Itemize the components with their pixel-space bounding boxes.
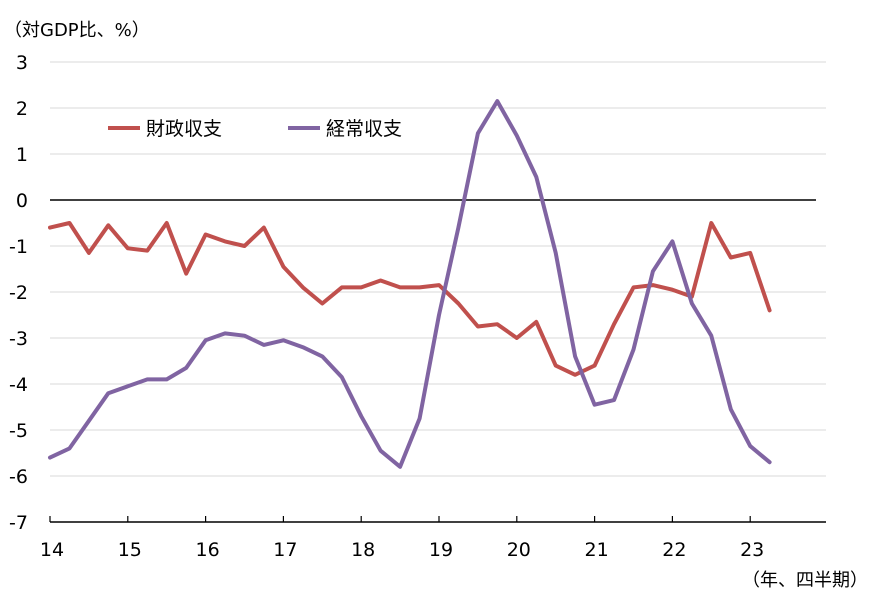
x-tick-label: 16 xyxy=(196,539,220,561)
y-tick-label: -4 xyxy=(9,374,28,396)
gridlines xyxy=(50,61,826,477)
x-axis-unit-label: （年、四半期） xyxy=(742,570,868,591)
y-tick-label: -5 xyxy=(9,420,28,442)
y-tick-label: -2 xyxy=(9,282,28,304)
legend: 財政収支 経常収支 xyxy=(108,118,402,140)
x-tick-label: 18 xyxy=(351,539,375,561)
y-tick-label: 2 xyxy=(16,98,28,120)
y-tick-label: 3 xyxy=(16,52,28,74)
y-tick-label: -1 xyxy=(9,236,28,258)
y-tick-label: -6 xyxy=(9,466,28,488)
x-tick-label: 23 xyxy=(740,539,764,561)
x-tick-label: 20 xyxy=(507,539,531,561)
x-tick-label: 15 xyxy=(118,539,142,561)
y-axis-ticks: 3 2 1 0 -1 -2 -3 -4 -5 -6 -7 xyxy=(9,52,28,534)
legend-label-current-account: 経常収支 xyxy=(326,118,402,140)
y-tick-label: 1 xyxy=(16,144,28,166)
x-tick-label: 22 xyxy=(662,539,686,561)
x-tick-label: 19 xyxy=(429,539,453,561)
x-axis-ticks: 14 15 16 17 18 19 20 21 22 23 xyxy=(40,516,764,561)
y-tick-label: 0 xyxy=(16,190,28,212)
series-line-current-account xyxy=(48,99,772,469)
y-axis-unit-label: （対GDP比、%） xyxy=(4,20,150,41)
y-tick-label: -3 xyxy=(9,328,28,350)
legend-label-fiscal: 財政収支 xyxy=(146,118,222,140)
x-tick-label: 17 xyxy=(273,539,297,561)
series-lines xyxy=(48,99,772,469)
x-tick-label: 21 xyxy=(585,539,609,561)
y-tick-label: -7 xyxy=(9,512,28,534)
x-tick-label: 14 xyxy=(40,539,64,561)
